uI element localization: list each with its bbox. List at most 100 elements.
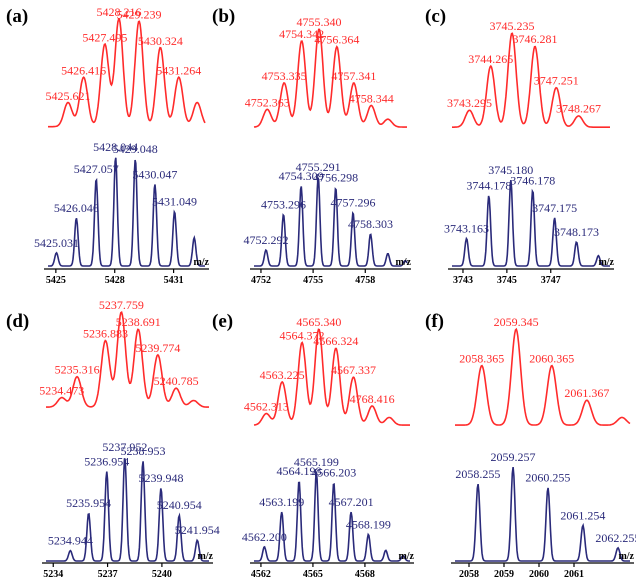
exp-peak-label-e-6: 4768.416 bbox=[350, 392, 395, 406]
sim-peak-label-d-2: 5236.954 bbox=[84, 455, 129, 469]
sim-peak-label-e-1: 4563.199 bbox=[259, 495, 304, 509]
x-tick-label-e-1: 4565 bbox=[303, 569, 323, 580]
sim-peak-label-a-4: 5429.048 bbox=[113, 142, 158, 156]
x-tick-label-d-2: 5240 bbox=[152, 569, 172, 580]
x-tick-label-f-3: 2061 bbox=[564, 569, 584, 580]
sim-peak-label-a-6: 5431.049 bbox=[152, 195, 197, 209]
unit-label-b: m/z bbox=[395, 257, 411, 268]
experimental-spectrum-e bbox=[253, 328, 410, 426]
exp-peak-label-e-1: 4563.225 bbox=[260, 368, 305, 382]
unit-label-a: m/z bbox=[193, 257, 209, 268]
panel-letter-b: (b) bbox=[212, 6, 235, 27]
simulated-spectrum-d bbox=[46, 458, 209, 562]
exp-peak-label-a-6: 5431.264 bbox=[156, 64, 201, 78]
exp-peak-label-c-1: 3744.265 bbox=[468, 52, 513, 66]
exp-peak-label-b-2: 4754.342 bbox=[279, 27, 324, 41]
x-tick-label-d-1: 5237 bbox=[98, 569, 118, 580]
exp-peak-label-c-3: 3746.281 bbox=[512, 32, 557, 46]
exp-peak-label-d-5: 5239.774 bbox=[135, 341, 180, 355]
unit-label-f: m/z bbox=[618, 551, 634, 562]
exp-peak-label-a-0: 5425.621 bbox=[46, 89, 91, 103]
exp-peak-label-c-0: 3743.295 bbox=[447, 96, 492, 110]
experimental-spectrum-b bbox=[253, 28, 407, 128]
exp-peak-label-e-0: 4562.313 bbox=[244, 399, 289, 413]
exp-peak-label-a-2: 5427.495 bbox=[82, 31, 127, 45]
x-tick-label-a-1: 5428 bbox=[105, 275, 125, 286]
x-tick-label-e-2: 4568 bbox=[355, 569, 375, 580]
exp-peak-label-b-1: 4753.335 bbox=[262, 69, 307, 83]
sim-peak-label-b-1: 4753.296 bbox=[261, 197, 306, 211]
exp-peak-label-e-3: 4565.340 bbox=[296, 315, 341, 329]
x-tick-label-f-2: 2060 bbox=[529, 569, 549, 580]
sim-peak-label-e-5: 4567.201 bbox=[329, 495, 374, 509]
x-tick-label-b-0: 4752 bbox=[251, 275, 271, 286]
x-tick-label-c-1: 3745 bbox=[497, 275, 517, 286]
sim-peak-label-a-3: 5428.044 bbox=[93, 140, 138, 154]
experimental-spectrum-f bbox=[455, 327, 631, 426]
sim-peak-label-b-0: 4752.292 bbox=[244, 233, 289, 247]
exp-peak-label-e-4: 4566.324 bbox=[313, 334, 358, 348]
sim-peak-label-e-6: 4568.199 bbox=[346, 517, 391, 531]
exp-peak-label-f-3: 2061.367 bbox=[564, 386, 609, 400]
unit-label-e: m/z bbox=[398, 551, 414, 562]
sim-peak-label-d-7: 5241.954 bbox=[175, 523, 220, 537]
x-tick-label-b-2: 4758 bbox=[355, 275, 375, 286]
sim-peak-label-f-0: 2058.255 bbox=[455, 467, 500, 481]
sim-peak-label-f-4: 2062.255 bbox=[595, 531, 636, 545]
sim-peak-label-f-3: 2061.254 bbox=[560, 508, 605, 522]
experimental-spectrum-d bbox=[46, 310, 209, 408]
exp-peak-label-d-3: 5237.759 bbox=[99, 298, 144, 312]
sim-peak-label-d-1: 5235.954 bbox=[66, 496, 111, 510]
exp-peak-label-d-6: 5240.785 bbox=[154, 374, 199, 388]
sim-peak-label-e-2: 4564.198 bbox=[277, 464, 322, 478]
panel-letter-e: (e) bbox=[212, 311, 233, 332]
sim-peak-label-f-1: 2059.257 bbox=[490, 450, 535, 464]
sim-peak-label-e-4: 4566.203 bbox=[311, 466, 356, 480]
sim-peak-label-a-1: 5426.046 bbox=[54, 201, 99, 215]
sim-peak-label-d-3: 5237.952 bbox=[102, 440, 147, 454]
unit-label-c: m/z bbox=[598, 257, 614, 268]
simulated-spectrum-f bbox=[455, 466, 630, 562]
exp-peak-label-b-5: 4757.341 bbox=[331, 69, 376, 83]
exp-peak-label-d-4: 5238.691 bbox=[116, 315, 161, 329]
exp-peak-label-c-2: 3745.235 bbox=[490, 19, 535, 33]
exp-peak-label-b-3: 4755.340 bbox=[297, 15, 342, 29]
x-tick-label-f-0: 2058 bbox=[459, 569, 479, 580]
sim-peak-label-c-3: 3746.178 bbox=[510, 173, 555, 187]
exp-peak-label-c-4: 3747.251 bbox=[534, 74, 579, 88]
exp-peak-label-b-0: 4752.363 bbox=[245, 95, 290, 109]
panel-letter-a: (a) bbox=[6, 6, 28, 27]
sim-peak-label-c-2: 3745.180 bbox=[488, 163, 533, 177]
x-tick-label-f-1: 2059 bbox=[494, 569, 514, 580]
sim-peak-label-d-0: 5234.944 bbox=[48, 534, 93, 548]
x-tick-label-b-1: 4755 bbox=[303, 275, 323, 286]
sim-peak-label-c-5: 3748.173 bbox=[554, 225, 599, 239]
sim-peak-label-d-5: 5239.948 bbox=[138, 471, 183, 485]
exp-peak-label-c-5: 3748.267 bbox=[556, 102, 601, 116]
exp-peak-label-e-2: 4564.372 bbox=[280, 328, 325, 342]
simulated-spectrum-b bbox=[254, 177, 408, 267]
exp-peak-label-a-1: 5426.416 bbox=[61, 64, 106, 78]
sim-peak-label-b-6: 4758.303 bbox=[348, 217, 393, 231]
exp-peak-label-a-3: 5428.216 bbox=[96, 5, 141, 19]
sim-peak-label-c-0: 3743.163 bbox=[444, 221, 489, 235]
exp-peak-label-d-1: 5235.316 bbox=[55, 363, 100, 377]
panel-letter-c: (c) bbox=[425, 6, 446, 27]
sim-peak-label-a-2: 5427.057 bbox=[74, 162, 119, 176]
x-tick-label-d-0: 5234 bbox=[43, 569, 63, 580]
panel-letter-d: (d) bbox=[6, 311, 29, 332]
exp-peak-label-d-0: 5234.473 bbox=[39, 384, 84, 398]
x-tick-label-a-0: 5425 bbox=[46, 275, 66, 286]
exp-peak-label-f-0: 2058.365 bbox=[459, 351, 504, 365]
sim-peak-label-e-0: 4562.200 bbox=[242, 530, 287, 544]
exp-peak-label-a-4: 5429.239 bbox=[117, 7, 162, 21]
sim-peak-label-a-0: 5425.031 bbox=[34, 236, 79, 250]
simulated-spectrum-e bbox=[254, 471, 410, 562]
sim-peak-label-e-3: 4565.199 bbox=[294, 455, 339, 469]
sim-peak-label-a-5: 5430.047 bbox=[132, 167, 177, 181]
exp-peak-label-a-5: 5430.324 bbox=[138, 34, 183, 48]
sim-peak-label-b-2: 4754.309 bbox=[279, 169, 324, 183]
x-tick-label-a-2: 5431 bbox=[164, 275, 184, 286]
exp-peak-label-b-4: 4756.364 bbox=[314, 33, 359, 47]
